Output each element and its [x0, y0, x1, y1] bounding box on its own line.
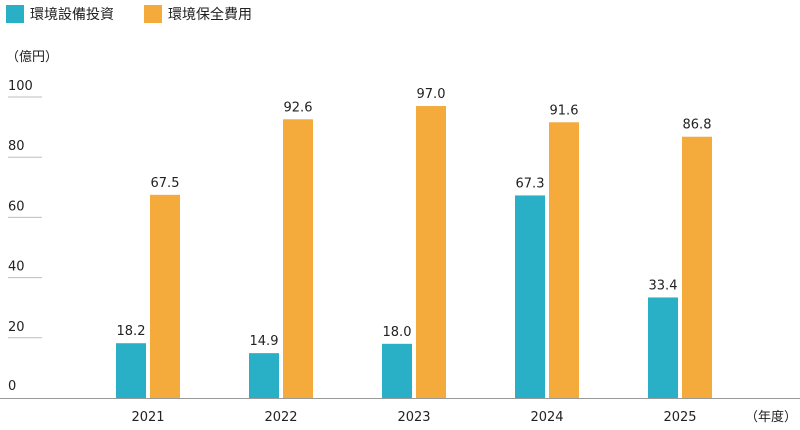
bar-investment-2024 — [515, 195, 545, 398]
legend-item-cost: 環境保全費用 — [144, 4, 252, 24]
data-label-cost-2021: 67.5 — [151, 176, 180, 191]
x-tick-label-2023: 2023 — [397, 410, 430, 425]
legend-label-investment: 環境設備投資 — [30, 7, 114, 23]
y-tick-label-0: 0 — [8, 379, 16, 394]
data-label-investment-2023: 18.0 — [383, 325, 412, 340]
bar-investment-2021 — [116, 343, 146, 398]
y-tick-label-20: 20 — [8, 320, 25, 335]
chart-legend: 環境設備投資 環境保全費用 — [6, 4, 252, 24]
bar-cost-2022 — [283, 119, 313, 399]
data-label-investment-2025: 33.4 — [649, 278, 678, 293]
y-tick-label-60: 60 — [8, 199, 25, 214]
legend-swatch-investment — [6, 5, 24, 23]
x-tick-label-2022: 2022 — [264, 410, 297, 425]
data-label-investment-2022: 14.9 — [250, 334, 279, 349]
bar-cost-2021 — [150, 194, 180, 398]
bar-cost-2024 — [549, 122, 579, 398]
y-axis-unit: （億円） — [6, 50, 59, 65]
y-tick-label-100: 100 — [8, 79, 33, 94]
data-label-cost-2022: 92.6 — [284, 100, 313, 115]
bar-cost-2023 — [416, 106, 446, 398]
legend-label-cost: 環境保全費用 — [168, 7, 252, 23]
bar-investment-2025 — [648, 297, 678, 398]
legend-swatch-cost — [144, 5, 162, 23]
data-label-investment-2024: 67.3 — [516, 176, 545, 191]
legend-item-investment: 環境設備投資 — [6, 4, 114, 24]
bar-investment-2023 — [382, 343, 412, 398]
x-tick-label-2021: 2021 — [131, 410, 164, 425]
bar-cost-2025 — [682, 136, 712, 398]
y-tick-label-80: 80 — [8, 139, 25, 154]
data-label-cost-2025: 86.8 — [683, 118, 712, 133]
data-label-cost-2024: 91.6 — [550, 103, 579, 118]
data-label-investment-2021: 18.2 — [117, 324, 146, 339]
data-label-cost-2023: 97.0 — [417, 87, 446, 102]
x-axis-unit: （年度） — [745, 410, 798, 425]
x-tick-label-2025: 2025 — [663, 410, 696, 425]
bar-investment-2022 — [249, 353, 279, 398]
x-tick-label-2024: 2024 — [530, 410, 563, 425]
y-tick-label-40: 40 — [8, 260, 25, 275]
